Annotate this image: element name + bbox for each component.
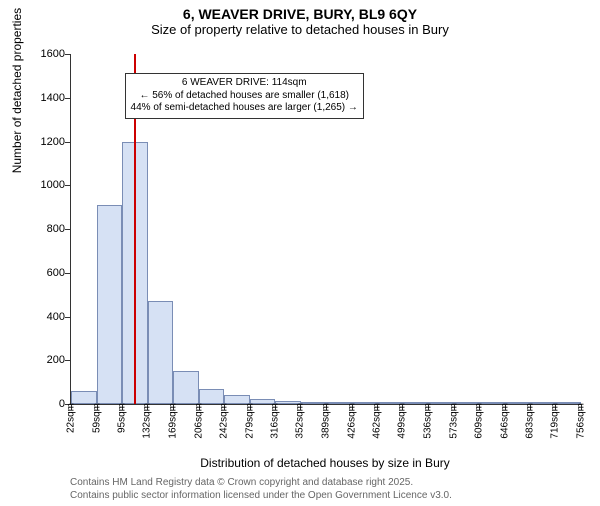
annotation-line: 6 WEAVER DRIVE: 114sqm <box>131 77 358 90</box>
x-tick-label: 609sqm <box>473 403 484 439</box>
y-tick-label: 1600 <box>25 48 65 60</box>
y-tick <box>65 142 71 143</box>
histogram-bar <box>199 389 225 404</box>
chart-plot-area: 0200400600800100012001400160022sqm59sqm9… <box>70 54 581 405</box>
annotation-line: 44% of semi-detached houses are larger (… <box>131 102 358 115</box>
x-tick-label: 22sqm <box>66 403 77 433</box>
x-axis-title: Distribution of detached houses by size … <box>70 456 580 470</box>
y-tick <box>65 98 71 99</box>
histogram-bar <box>148 301 174 404</box>
y-tick <box>65 185 71 186</box>
y-axis-title: Number of detached properties <box>10 8 24 173</box>
x-tick-label: 573sqm <box>448 403 459 439</box>
x-tick-label: 242sqm <box>218 403 229 439</box>
y-tick-label: 600 <box>25 267 65 279</box>
y-tick <box>65 229 71 230</box>
histogram-bar <box>173 371 199 404</box>
chart-title: 6, WEAVER DRIVE, BURY, BL9 6QY <box>0 6 600 22</box>
x-tick-label: 132sqm <box>142 403 153 439</box>
annotation-line: ← 56% of detached houses are smaller (1,… <box>131 90 358 103</box>
y-tick <box>65 360 71 361</box>
y-tick <box>65 273 71 274</box>
x-tick-label: 352sqm <box>295 403 306 439</box>
y-tick-label: 400 <box>25 311 65 323</box>
histogram-bar <box>97 205 123 404</box>
x-tick-label: 279sqm <box>244 403 255 439</box>
footer-line-1: Contains HM Land Registry data © Crown c… <box>70 476 452 489</box>
x-tick-label: 499sqm <box>397 403 408 439</box>
y-tick-label: 1000 <box>25 179 65 191</box>
x-tick-label: 462sqm <box>371 403 382 439</box>
y-tick-label: 200 <box>25 354 65 366</box>
y-tick-label: 1200 <box>25 136 65 148</box>
x-tick-label: 683sqm <box>525 403 536 439</box>
x-tick-label: 316sqm <box>270 403 281 439</box>
y-tick-label: 0 <box>25 398 65 410</box>
chart-footer: Contains HM Land Registry data © Crown c… <box>70 476 452 502</box>
chart-subtitle: Size of property relative to detached ho… <box>0 22 600 37</box>
x-tick-label: 169sqm <box>168 403 179 439</box>
y-tick-label: 1400 <box>25 92 65 104</box>
x-tick-label: 646sqm <box>499 403 510 439</box>
x-tick-label: 536sqm <box>423 403 434 439</box>
x-tick-label: 426sqm <box>346 403 357 439</box>
property-annotation: 6 WEAVER DRIVE: 114sqm← 56% of detached … <box>125 73 364 119</box>
x-tick-label: 756sqm <box>576 403 587 439</box>
y-tick <box>65 317 71 318</box>
y-tick-label: 800 <box>25 223 65 235</box>
footer-line-2: Contains public sector information licen… <box>70 489 452 502</box>
x-tick-label: 95sqm <box>116 403 127 433</box>
x-tick-label: 59sqm <box>91 403 102 433</box>
x-tick-label: 206sqm <box>193 403 204 439</box>
x-tick-label: 719sqm <box>550 403 561 439</box>
x-tick-label: 389sqm <box>321 403 332 439</box>
y-tick <box>65 54 71 55</box>
